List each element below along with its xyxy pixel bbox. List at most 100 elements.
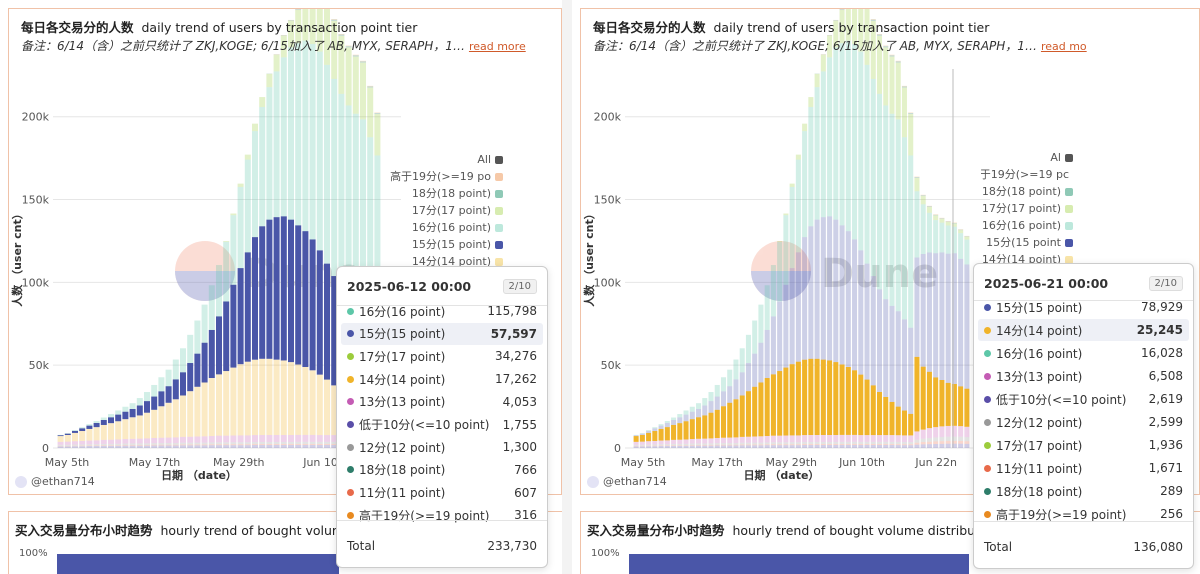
bar-segment[interactable] — [144, 392, 150, 402]
bar-segment[interactable] — [770, 316, 776, 375]
bar-segment[interactable] — [252, 237, 258, 360]
bar-segment[interactable] — [331, 435, 338, 442]
bar-segment[interactable] — [802, 123, 808, 132]
bar-segment[interactable] — [180, 395, 186, 437]
bar-segment[interactable] — [858, 445, 864, 448]
bar-segment[interactable] — [870, 444, 876, 446]
bar-segment[interactable] — [144, 412, 150, 439]
bar-segment[interactable] — [702, 438, 708, 444]
bar-segment[interactable] — [208, 285, 215, 330]
bar-segment[interactable] — [324, 444, 330, 446]
bar-segment[interactable] — [316, 51, 323, 251]
bar-segment[interactable] — [827, 435, 833, 442]
bar-segment[interactable] — [338, 93, 345, 290]
bar-segment[interactable] — [858, 9, 864, 52]
bar-segment[interactable] — [752, 445, 758, 448]
bar-segment[interactable] — [280, 35, 287, 58]
bar-segment[interactable] — [316, 445, 323, 448]
bar-segment[interactable] — [708, 438, 714, 444]
bar-segment[interactable] — [374, 114, 381, 156]
bar-segment[interactable] — [201, 445, 208, 448]
bar-segment[interactable] — [770, 435, 776, 443]
bar-segment[interactable] — [833, 47, 839, 220]
bar-segment[interactable] — [795, 252, 801, 362]
bar-segment[interactable] — [764, 329, 770, 379]
bar-segment[interactable] — [79, 444, 86, 446]
bar-segment[interactable] — [100, 424, 107, 440]
chart-legend[interactable]: Al 高于19分(>=19 pc 18分(18 point) 17分(17 point… — [981, 149, 1073, 268]
bar-segment[interactable] — [708, 443, 714, 445]
bar-segment[interactable] — [808, 226, 814, 359]
bar-segment[interactable] — [783, 215, 789, 285]
bar-segment[interactable] — [658, 445, 664, 447]
bar-segment[interactable] — [652, 427, 658, 429]
bar-segment[interactable] — [920, 442, 926, 445]
bar-segment[interactable] — [639, 445, 645, 447]
bar-segment[interactable] — [259, 444, 266, 446]
bar-segment[interactable] — [839, 441, 845, 445]
bar-segment[interactable] — [802, 237, 808, 360]
bar-segment[interactable] — [237, 442, 244, 445]
bar-segment[interactable] — [889, 401, 895, 436]
bar-segment[interactable] — [57, 444, 64, 446]
bar-segment[interactable] — [789, 186, 795, 269]
bar-segment[interactable] — [876, 445, 883, 448]
bar-segment[interactable] — [324, 64, 330, 264]
bar-segment[interactable] — [194, 436, 201, 443]
bar-segment[interactable] — [895, 311, 901, 407]
bar-segment[interactable] — [108, 417, 114, 424]
bar-segment[interactable] — [172, 437, 179, 444]
bar-segment[interactable] — [727, 445, 733, 448]
bar-segment[interactable] — [108, 443, 114, 446]
bar-segment[interactable] — [964, 426, 970, 438]
bar-segment[interactable] — [93, 427, 100, 441]
bar-segment[interactable] — [958, 443, 964, 448]
bar-segment[interactable] — [72, 430, 78, 431]
bar-segment[interactable] — [86, 424, 93, 426]
bar-segment[interactable] — [714, 396, 720, 410]
bar-segment[interactable] — [739, 372, 745, 396]
bar-segment[interactable] — [696, 444, 702, 446]
bar-segment[interactable] — [689, 444, 695, 446]
legend-item[interactable]: 15分(15 point — [981, 234, 1073, 251]
bar-segment[interactable] — [208, 444, 215, 446]
bar-segment[interactable] — [820, 54, 826, 72]
bar-segment[interactable] — [151, 437, 158, 444]
bar-segment[interactable] — [764, 378, 770, 436]
bar-segment[interactable] — [115, 414, 122, 422]
bar-segment[interactable] — [883, 441, 889, 445]
legend-item[interactable]: 17分(17 point) — [981, 200, 1073, 217]
bar-segment[interactable] — [324, 441, 330, 445]
bar-segment[interactable] — [664, 440, 670, 445]
bar-segment[interactable] — [244, 444, 251, 446]
bar-segment[interactable] — [895, 445, 901, 448]
bar-segment[interactable] — [789, 445, 795, 448]
bar-segment[interactable] — [839, 225, 845, 365]
bar-segment[interactable] — [789, 268, 795, 365]
bar-segment[interactable] — [288, 362, 294, 435]
bar-segment[interactable] — [920, 444, 926, 448]
bar-segment[interactable] — [374, 113, 381, 115]
bar-segment[interactable] — [280, 216, 287, 361]
bar-segment[interactable] — [901, 442, 907, 445]
bar-segment[interactable] — [908, 327, 914, 414]
bar-segment[interactable] — [783, 213, 789, 216]
bar-segment[interactable] — [858, 444, 864, 446]
bar-segment[interactable] — [833, 445, 839, 448]
bar-segment[interactable] — [201, 436, 208, 443]
bar-segment[interactable] — [295, 445, 302, 448]
bar-segment[interactable] — [858, 374, 864, 436]
bar-segment[interactable] — [64, 433, 71, 435]
bar-segment[interactable] — [752, 353, 758, 387]
bar-segment[interactable] — [288, 435, 294, 442]
bar-segment[interactable] — [758, 342, 764, 383]
bar-segment[interactable] — [939, 380, 945, 427]
bar-segment[interactable] — [316, 250, 323, 375]
bar-segment[interactable] — [833, 362, 839, 435]
bar-segment[interactable] — [845, 231, 851, 367]
bar-segment[interactable] — [252, 435, 258, 443]
bar-segment[interactable] — [280, 445, 287, 448]
bar-segment[interactable] — [360, 61, 366, 63]
bar-segment[interactable] — [845, 445, 851, 448]
bar-segment[interactable] — [758, 445, 764, 448]
